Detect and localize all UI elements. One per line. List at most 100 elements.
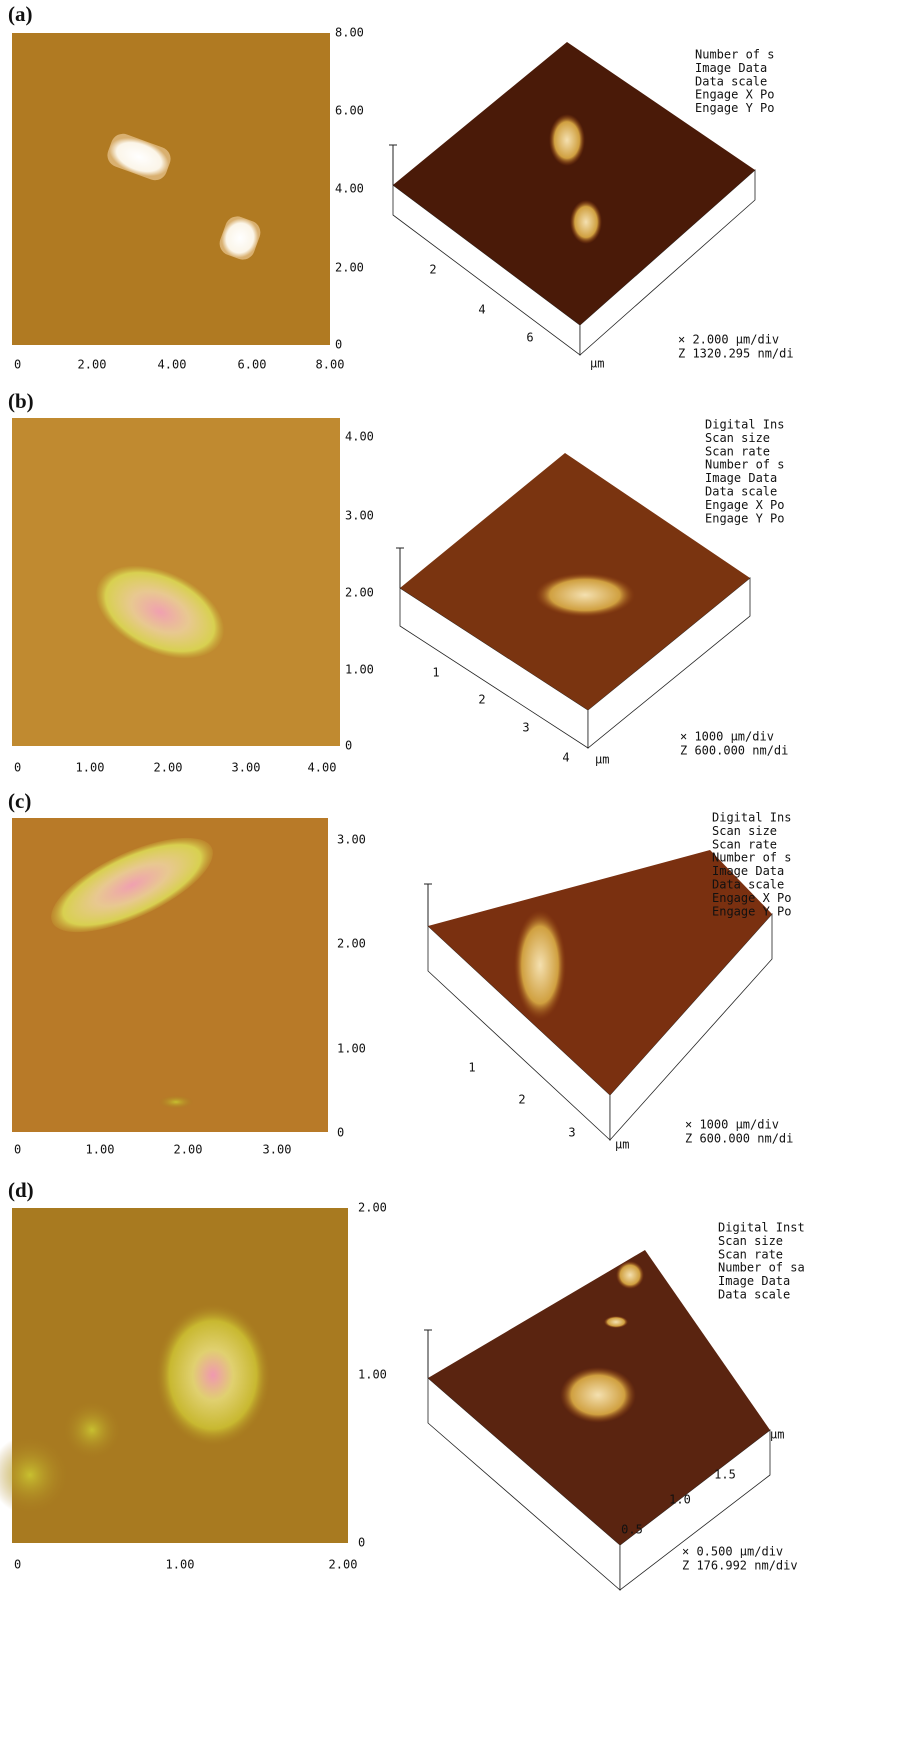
x-tick-label: 2.00 bbox=[78, 358, 107, 372]
scale-line: Z 176.992 nm/div bbox=[682, 1559, 798, 1573]
bacterium bbox=[155, 1303, 271, 1447]
x-tick-label: 1.00 bbox=[86, 1143, 115, 1157]
y-tick-label: 0 bbox=[335, 338, 342, 352]
y-tick-label: 1.00 bbox=[337, 1042, 366, 1056]
x-tick-label: 4.00 bbox=[308, 761, 337, 775]
info-line: Data scale bbox=[695, 74, 767, 88]
surface-tick-label: 1 bbox=[468, 1061, 475, 1075]
panel: (c) 3.00 2.00 1.00 0 0 1.00 2.00 3.00 Digital Ins… bbox=[8, 789, 793, 1157]
info-line: Number of s bbox=[705, 458, 784, 472]
info-line: Engage Y Po bbox=[712, 904, 791, 918]
info-line: Engage X Po bbox=[695, 88, 774, 102]
panel-label: (d) bbox=[8, 1178, 34, 1202]
surface-tick-label: 2 bbox=[429, 263, 436, 277]
panel-label: (b) bbox=[8, 389, 34, 413]
surface-feature bbox=[535, 573, 635, 617]
y-tick-label: 0 bbox=[337, 1126, 344, 1140]
y-tick-label: 2.00 bbox=[345, 586, 374, 600]
surface-tick-label: 3 bbox=[568, 1126, 575, 1140]
y-tick-label: 4.00 bbox=[335, 182, 364, 196]
y-tick-label: 2.00 bbox=[358, 1201, 387, 1215]
surface-unit: µm bbox=[770, 1428, 784, 1442]
x-tick-label: 0 bbox=[14, 1558, 21, 1572]
x-tick-label: 0 bbox=[14, 761, 21, 775]
y-tick-label: 1.00 bbox=[345, 663, 374, 677]
x-tick-label: 8.00 bbox=[316, 358, 345, 372]
info-line: Image Data bbox=[695, 61, 767, 75]
info-line: Image Data bbox=[705, 471, 777, 485]
info-line: Scan size bbox=[705, 431, 770, 445]
x-tick-label: 3.00 bbox=[263, 1143, 292, 1157]
info-line: Engage Y Po bbox=[695, 101, 774, 115]
y-tick-label: 3.00 bbox=[337, 833, 366, 847]
scale-line: × 1000 µm/div bbox=[680, 730, 774, 744]
surface-feature bbox=[604, 1316, 628, 1328]
surface-tick-label: 2 bbox=[518, 1093, 525, 1107]
info-line: Number of sa bbox=[718, 1261, 805, 1275]
surface-tick-label: 4 bbox=[562, 751, 569, 765]
x-tick-label: 4.00 bbox=[158, 358, 187, 372]
info-line: Scan rate bbox=[712, 837, 777, 851]
y-tick-label: 8.00 bbox=[335, 26, 364, 40]
x-tick-label: 0 bbox=[14, 358, 21, 372]
info-line: Digital Ins bbox=[712, 811, 791, 825]
scale-line: × 0.500 µm/div bbox=[682, 1545, 783, 1559]
scale-line: × 2.000 µm/div bbox=[678, 333, 779, 347]
info-line: Scan size bbox=[712, 824, 777, 838]
surface-tick-label: 1.5 bbox=[714, 1468, 736, 1482]
info-line: Data scale bbox=[712, 878, 784, 892]
info-line: Image Data bbox=[718, 1274, 790, 1288]
info-line: Digital Ins bbox=[705, 418, 784, 432]
surface-tick-label: 1.0 bbox=[669, 1493, 691, 1507]
x-tick-label: 1.00 bbox=[166, 1558, 195, 1572]
surface-tick-label: 3 bbox=[522, 721, 529, 735]
panel-label: (c) bbox=[8, 789, 31, 813]
surface-tick-label: 4 bbox=[478, 303, 485, 317]
x-tick-label: 2.00 bbox=[154, 761, 183, 775]
y-tick-label: 0 bbox=[345, 739, 352, 753]
surface-feature bbox=[616, 1261, 644, 1289]
x-tick-label: 2.00 bbox=[174, 1143, 203, 1157]
y-tick-label: 0 bbox=[358, 1536, 365, 1550]
surface-tick-label: 0.5 bbox=[621, 1523, 643, 1537]
scale-line: Z 600.000 nm/di bbox=[685, 1132, 793, 1146]
info-line: Scan rate bbox=[705, 444, 770, 458]
y-tick-label: 6.00 bbox=[335, 104, 364, 118]
x-tick-label: 0 bbox=[14, 1143, 21, 1157]
page: {"panels": [ {"label": "(a)", "image_x_t… bbox=[0, 0, 904, 1752]
surface-unit: µm bbox=[590, 357, 604, 371]
surface-tick-label: 1 bbox=[432, 666, 439, 680]
y-tick-label: 2.00 bbox=[335, 261, 364, 275]
surface-feature bbox=[560, 1367, 636, 1423]
surface-feature bbox=[549, 114, 585, 166]
info-line: Engage Y Po bbox=[705, 511, 784, 525]
info-line: Number of s bbox=[695, 48, 774, 62]
x-tick-label: 2.00 bbox=[329, 1558, 358, 1572]
height-image bbox=[12, 33, 330, 345]
info-line: Data scale bbox=[718, 1288, 790, 1302]
surface-unit: µm bbox=[595, 753, 609, 767]
figure: (a)8.006.004.002.00002.004.006.008.00Num… bbox=[0, 0, 904, 1752]
surface-tick-label: 2 bbox=[478, 693, 485, 707]
surface-feature bbox=[514, 910, 566, 1020]
info-line: Engage X Po bbox=[705, 498, 784, 512]
x-tick-label: 3.00 bbox=[232, 761, 261, 775]
info-line: Scan size bbox=[718, 1234, 783, 1248]
info-line: Image Data bbox=[712, 864, 784, 878]
info-line: Number of s bbox=[712, 851, 791, 865]
info-line: Data scale bbox=[705, 485, 777, 499]
surface-feature bbox=[570, 200, 602, 244]
surface-tick-label: 6 bbox=[526, 331, 533, 345]
info-line: Digital Inst bbox=[718, 1221, 805, 1235]
x-tick-label: 1.00 bbox=[76, 761, 105, 775]
scale-line: × 1000 µm/div bbox=[685, 1118, 779, 1132]
info-line: Scan rate bbox=[718, 1247, 783, 1261]
x-tick-label: 6.00 bbox=[238, 358, 267, 372]
y-tick-label: 2.00 bbox=[337, 937, 366, 951]
bacterium bbox=[158, 1095, 194, 1109]
y-tick-label: 1.00 bbox=[358, 1368, 387, 1382]
info-line: Engage X Po bbox=[712, 891, 791, 905]
scale-line: Z 600.000 nm/di bbox=[680, 744, 788, 758]
